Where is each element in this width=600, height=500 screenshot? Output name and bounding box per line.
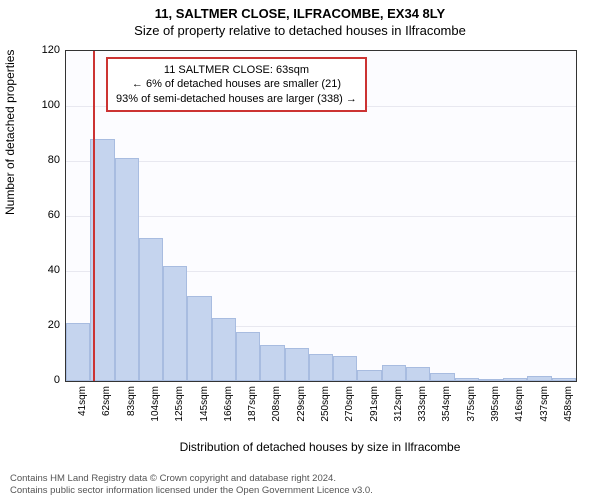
gridline <box>66 216 576 217</box>
histogram-bar <box>479 379 503 381</box>
xtick-label: 416sqm <box>514 386 525 436</box>
xtick-label: 166sqm <box>223 386 234 436</box>
xtick-label: 145sqm <box>199 386 210 436</box>
histogram-bar <box>527 376 551 382</box>
xtick-label: 187sqm <box>247 386 258 436</box>
annotation-box: 11 SALTMER CLOSE: 63sqm← 6% of detached … <box>106 57 367 112</box>
ytick-label: 40 <box>48 264 60 276</box>
histogram-bar <box>236 332 260 382</box>
histogram-bar <box>333 356 357 381</box>
histogram-bar <box>503 378 527 381</box>
reference-line <box>93 51 95 381</box>
y-axis-label: Number of detached properties <box>3 50 17 215</box>
histogram-bar <box>115 158 139 381</box>
xtick-label: 62sqm <box>101 386 112 436</box>
histogram-bar <box>285 348 309 381</box>
x-axis-label: Distribution of detached houses by size … <box>65 440 575 454</box>
address-title: 11, SALTMER CLOSE, ILFRACOMBE, EX34 8LY <box>0 0 600 21</box>
histogram-bar <box>357 370 381 381</box>
xtick-label: 375sqm <box>466 386 477 436</box>
annotation-line1: 11 SALTMER CLOSE: 63sqm <box>116 63 357 77</box>
xtick-label: 250sqm <box>320 386 331 436</box>
xtick-label: 291sqm <box>369 386 380 436</box>
xtick-label: 458sqm <box>563 386 574 436</box>
ytick-label: 120 <box>42 44 60 56</box>
xtick-label: 354sqm <box>441 386 452 436</box>
xtick-label: 437sqm <box>539 386 550 436</box>
footer-line1: Contains HM Land Registry data © Crown c… <box>10 473 373 484</box>
ytick-label: 20 <box>48 319 60 331</box>
xtick-label: 333sqm <box>417 386 428 436</box>
xtick-label: 125sqm <box>174 386 185 436</box>
annotation-line2: ← 6% of detached houses are smaller (21) <box>116 77 357 91</box>
footer-line2: Contains public sector information licen… <box>10 485 373 496</box>
subtitle: Size of property relative to detached ho… <box>0 21 600 38</box>
xtick-label: 104sqm <box>150 386 161 436</box>
histogram-bar <box>212 318 236 381</box>
xtick-label: 83sqm <box>126 386 137 436</box>
histogram-bar <box>66 323 90 381</box>
histogram-bar <box>382 365 406 382</box>
annotation-line3: 93% of semi-detached houses are larger (… <box>116 92 357 106</box>
histogram-bar <box>187 296 211 381</box>
plot-area: 11 SALTMER CLOSE: 63sqm← 6% of detached … <box>65 50 577 382</box>
gridline <box>66 161 576 162</box>
ytick-label: 100 <box>42 99 60 111</box>
histogram-bar <box>309 354 333 382</box>
ytick-label: 0 <box>54 374 60 386</box>
histogram-bar <box>455 378 479 381</box>
xtick-label: 229sqm <box>296 386 307 436</box>
histogram-bar <box>260 345 284 381</box>
histogram-bar <box>139 238 163 381</box>
histogram-bar <box>163 266 187 382</box>
xtick-label: 270sqm <box>344 386 355 436</box>
histogram-bar <box>552 378 576 381</box>
ytick-label: 60 <box>48 209 60 221</box>
footer-attribution: Contains HM Land Registry data © Crown c… <box>10 473 373 496</box>
xtick-label: 395sqm <box>490 386 501 436</box>
histogram-bar <box>430 373 454 381</box>
xtick-label: 208sqm <box>271 386 282 436</box>
xtick-label: 41sqm <box>77 386 88 436</box>
xtick-label: 312sqm <box>393 386 404 436</box>
ytick-label: 80 <box>48 154 60 166</box>
histogram-bar <box>406 367 430 381</box>
